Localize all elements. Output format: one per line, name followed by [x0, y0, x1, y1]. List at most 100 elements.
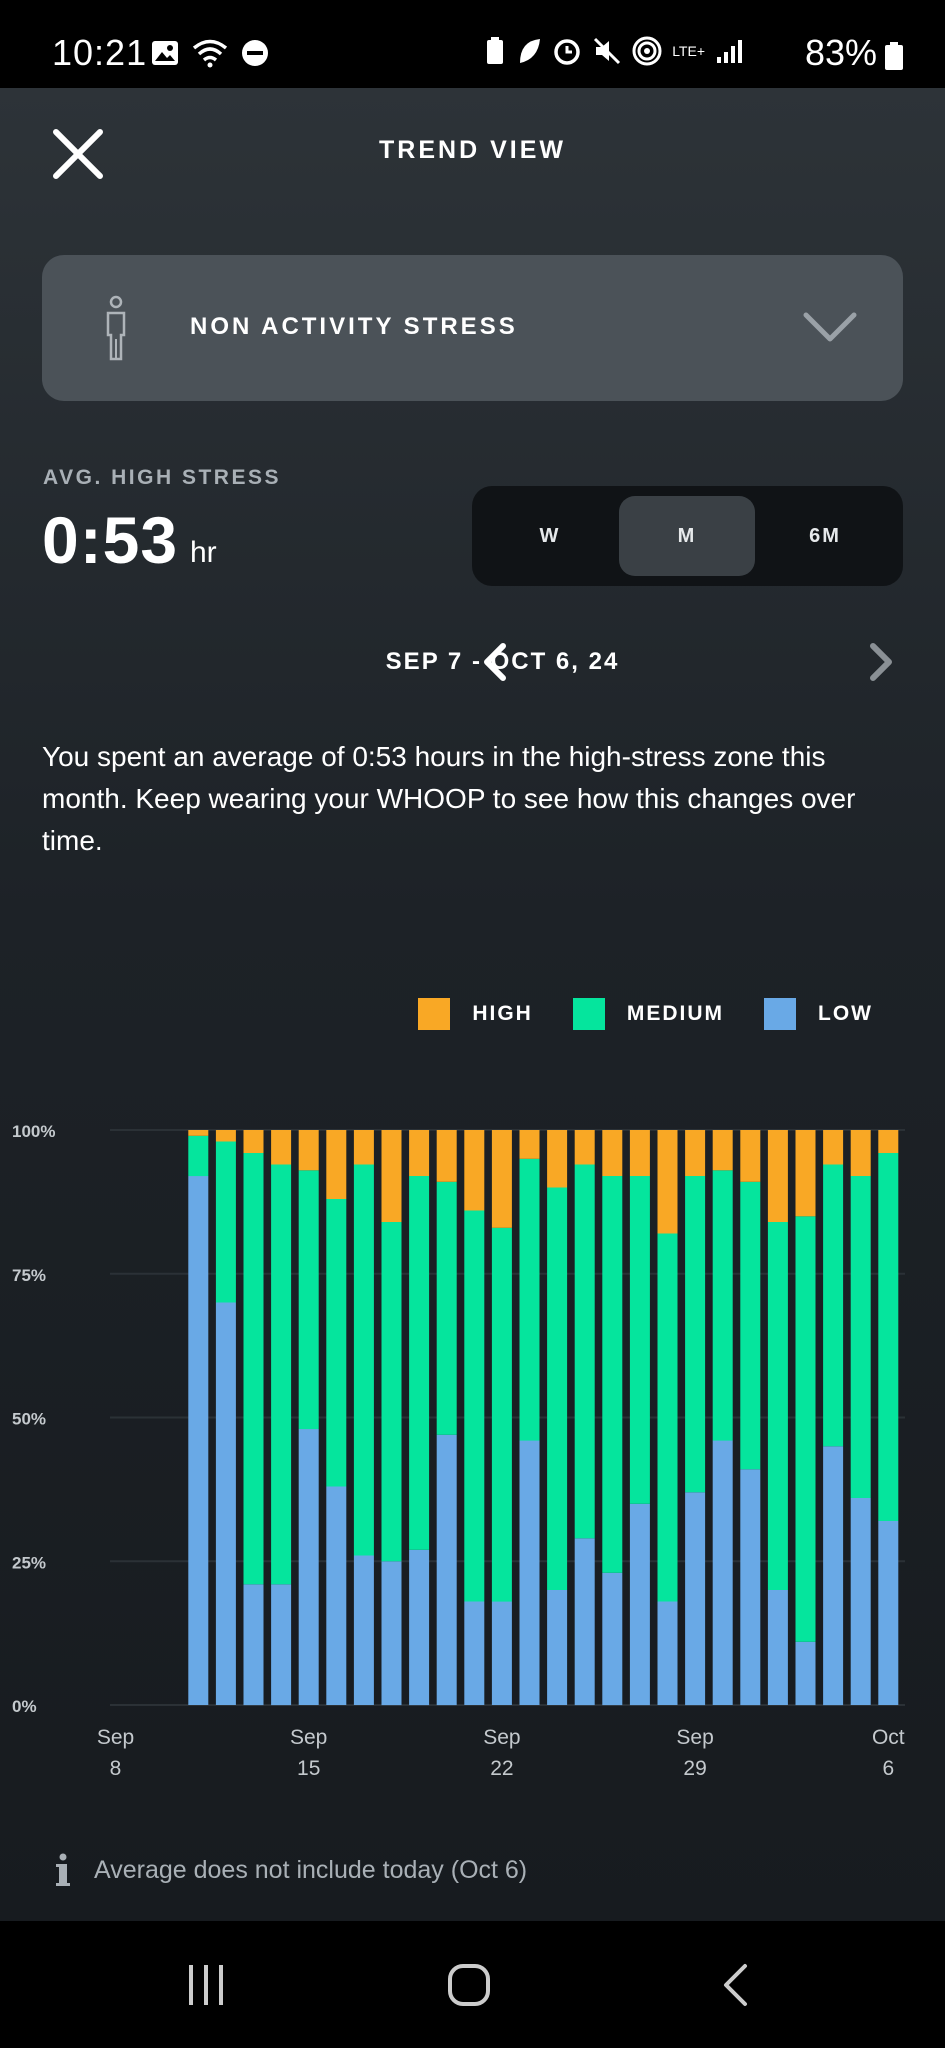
- legend-item-medium: MEDIUM: [572, 998, 725, 1030]
- bar-high: [574, 1130, 595, 1165]
- legend-item-low: LOW: [764, 998, 873, 1030]
- range-option-m[interactable]: M: [619, 496, 755, 576]
- avg-value: 0:53: [42, 503, 179, 577]
- y-tick-label: 0%: [12, 1697, 37, 1716]
- bar-high: [823, 1130, 844, 1165]
- bar-medium: [823, 1164, 844, 1447]
- bar-medium: [574, 1164, 595, 1539]
- status-time: 10:21: [52, 32, 148, 73]
- bar-high: [657, 1130, 678, 1234]
- bar-low: [464, 1601, 485, 1705]
- bar-low: [491, 1601, 512, 1705]
- bar-low: [574, 1538, 595, 1706]
- x-tick-label: 15: [297, 1757, 320, 1780]
- bar-medium: [602, 1176, 623, 1573]
- bar-low: [381, 1561, 402, 1706]
- legend-label-medium: MEDIUM: [626, 1002, 725, 1025]
- bar-low: [629, 1503, 650, 1706]
- status-bar: 10:21 LTE+ 83%: [0, 0, 945, 88]
- bar-medium: [629, 1176, 650, 1504]
- bar-medium: [795, 1216, 816, 1642]
- chevron-down-icon: [803, 312, 857, 342]
- bar-medium: [519, 1158, 540, 1441]
- bar-high: [353, 1130, 374, 1165]
- bar-medium: [271, 1164, 292, 1585]
- bar-medium: [353, 1164, 374, 1556]
- x-tick-label: 8: [110, 1757, 122, 1780]
- bar-low: [547, 1590, 568, 1705]
- bar-medium: [767, 1222, 788, 1590]
- x-tick-label: Sep: [97, 1726, 134, 1749]
- bar-high: [491, 1130, 512, 1228]
- bar-medium: [188, 1135, 209, 1177]
- battery-saver-icon: [487, 37, 504, 64]
- metric-label: NON ACTIVITY STRESS: [190, 313, 518, 340]
- x-tick-label: Oct: [872, 1726, 905, 1749]
- y-tick-label: 25%: [12, 1553, 46, 1572]
- system-nav-bar: [0, 1921, 945, 2048]
- bar-low: [878, 1521, 899, 1705]
- hotspot-icon: [632, 36, 662, 66]
- close-icon[interactable]: [50, 126, 106, 182]
- bar-medium: [381, 1222, 402, 1562]
- battery-percent: 83%: [804, 32, 877, 73]
- footnote-text: Average does not include today (Oct 6): [94, 1855, 528, 1884]
- back-icon[interactable]: [720, 1963, 750, 2007]
- bar-high: [795, 1130, 816, 1217]
- bar-high: [629, 1130, 650, 1176]
- summary-text: You spent an average of 0:53 hours in th…: [42, 741, 856, 856]
- bar-high: [685, 1130, 706, 1176]
- network-type: LTE+: [672, 43, 705, 59]
- chevron-left-icon[interactable]: [482, 642, 508, 682]
- x-tick-label: 22: [490, 1757, 513, 1780]
- bar-high: [298, 1130, 319, 1171]
- legend-label-low: LOW: [818, 1002, 873, 1025]
- bar-high: [740, 1130, 761, 1182]
- bar-low: [271, 1584, 292, 1706]
- bar-high: [271, 1130, 292, 1165]
- bar-high: [602, 1130, 623, 1176]
- do-not-disturb-icon: [242, 40, 268, 66]
- info-icon: [56, 1853, 70, 1886]
- legend-swatch-medium: [572, 998, 605, 1030]
- gallery-icon: [152, 41, 178, 65]
- person-icon: [106, 295, 126, 361]
- chart-legend: HIGH MEDIUM LOW: [378, 998, 873, 1030]
- bar-medium: [657, 1233, 678, 1602]
- x-tick-label: 29: [683, 1757, 706, 1780]
- bar-low: [823, 1446, 844, 1706]
- bar-low: [353, 1555, 374, 1705]
- legend-item-high: HIGH: [418, 998, 533, 1030]
- range-option-6m[interactable]: 6M: [809, 525, 841, 547]
- chevron-right-icon[interactable]: [868, 642, 894, 682]
- legend-swatch-high: [418, 998, 451, 1030]
- bar-high: [243, 1130, 264, 1153]
- bar-medium: [436, 1181, 457, 1435]
- bar-low: [685, 1492, 706, 1706]
- bar-low: [436, 1434, 457, 1706]
- y-tick-label: 75%: [12, 1266, 46, 1285]
- bar-high: [381, 1130, 402, 1222]
- leaf-icon: [520, 39, 541, 63]
- home-icon[interactable]: [447, 1963, 491, 2007]
- bar-medium: [215, 1141, 236, 1303]
- bar-medium: [850, 1176, 871, 1498]
- bar-low: [519, 1440, 540, 1705]
- metric-dropdown[interactable]: NON ACTIVITY STRESS: [42, 255, 903, 401]
- bar-low: [795, 1641, 816, 1706]
- bar-medium: [547, 1187, 568, 1590]
- bar-medium: [712, 1170, 733, 1441]
- bar-low: [409, 1549, 430, 1706]
- bar-low: [215, 1302, 236, 1705]
- bar-high: [519, 1130, 540, 1159]
- bar-medium: [740, 1181, 761, 1470]
- bar-high: [712, 1130, 733, 1171]
- range-toggle: W M 6M: [472, 486, 903, 586]
- range-option-w[interactable]: W: [539, 525, 561, 547]
- bar-high: [188, 1130, 209, 1136]
- bar-high: [215, 1130, 236, 1142]
- x-tick-label: 6: [882, 1757, 894, 1780]
- x-tick-label: Sep: [676, 1726, 713, 1749]
- y-tick-label: 100%: [12, 1122, 55, 1141]
- recent-apps-icon[interactable]: [183, 1963, 229, 2007]
